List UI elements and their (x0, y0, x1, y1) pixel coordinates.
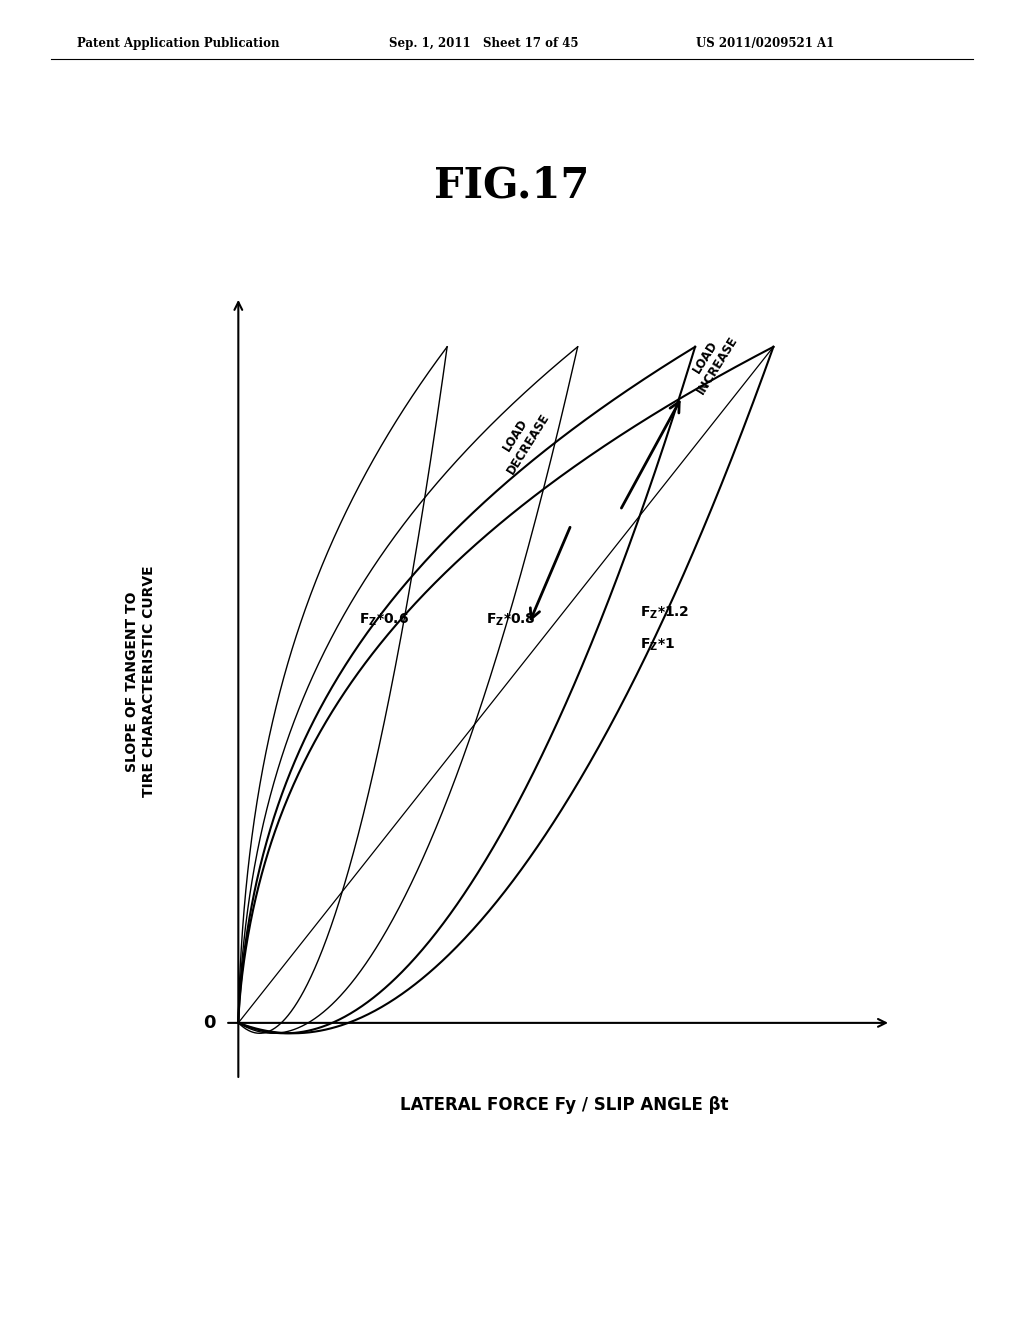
Text: SLOPE OF TANGENT TO
TIRE CHARACTERISTIC CURVE: SLOPE OF TANGENT TO TIRE CHARACTERISTIC … (125, 565, 156, 797)
Text: Patent Application Publication: Patent Application Publication (77, 37, 280, 50)
Text: LOAD
DECREASE: LOAD DECREASE (492, 403, 552, 477)
Text: $\mathbf{F_Z}$*0.8: $\mathbf{F_Z}$*0.8 (486, 611, 537, 628)
Text: $\mathbf{F_Z}$*0.6: $\mathbf{F_Z}$*0.6 (359, 611, 410, 628)
Text: FIG.17: FIG.17 (434, 165, 590, 207)
Text: LOAD
INCREASE: LOAD INCREASE (682, 326, 740, 396)
Text: 0: 0 (203, 1014, 215, 1032)
Text: $\mathbf{F_Z}$*1: $\mathbf{F_Z}$*1 (640, 636, 675, 653)
Text: Sep. 1, 2011   Sheet 17 of 45: Sep. 1, 2011 Sheet 17 of 45 (389, 37, 579, 50)
Text: $\mathbf{F_Z}$*1.2: $\mathbf{F_Z}$*1.2 (640, 605, 689, 620)
Text: US 2011/0209521 A1: US 2011/0209521 A1 (696, 37, 835, 50)
Text: LATERAL FORCE Fy / SLIP ANGLE βt: LATERAL FORCE Fy / SLIP ANGLE βt (400, 1096, 729, 1114)
